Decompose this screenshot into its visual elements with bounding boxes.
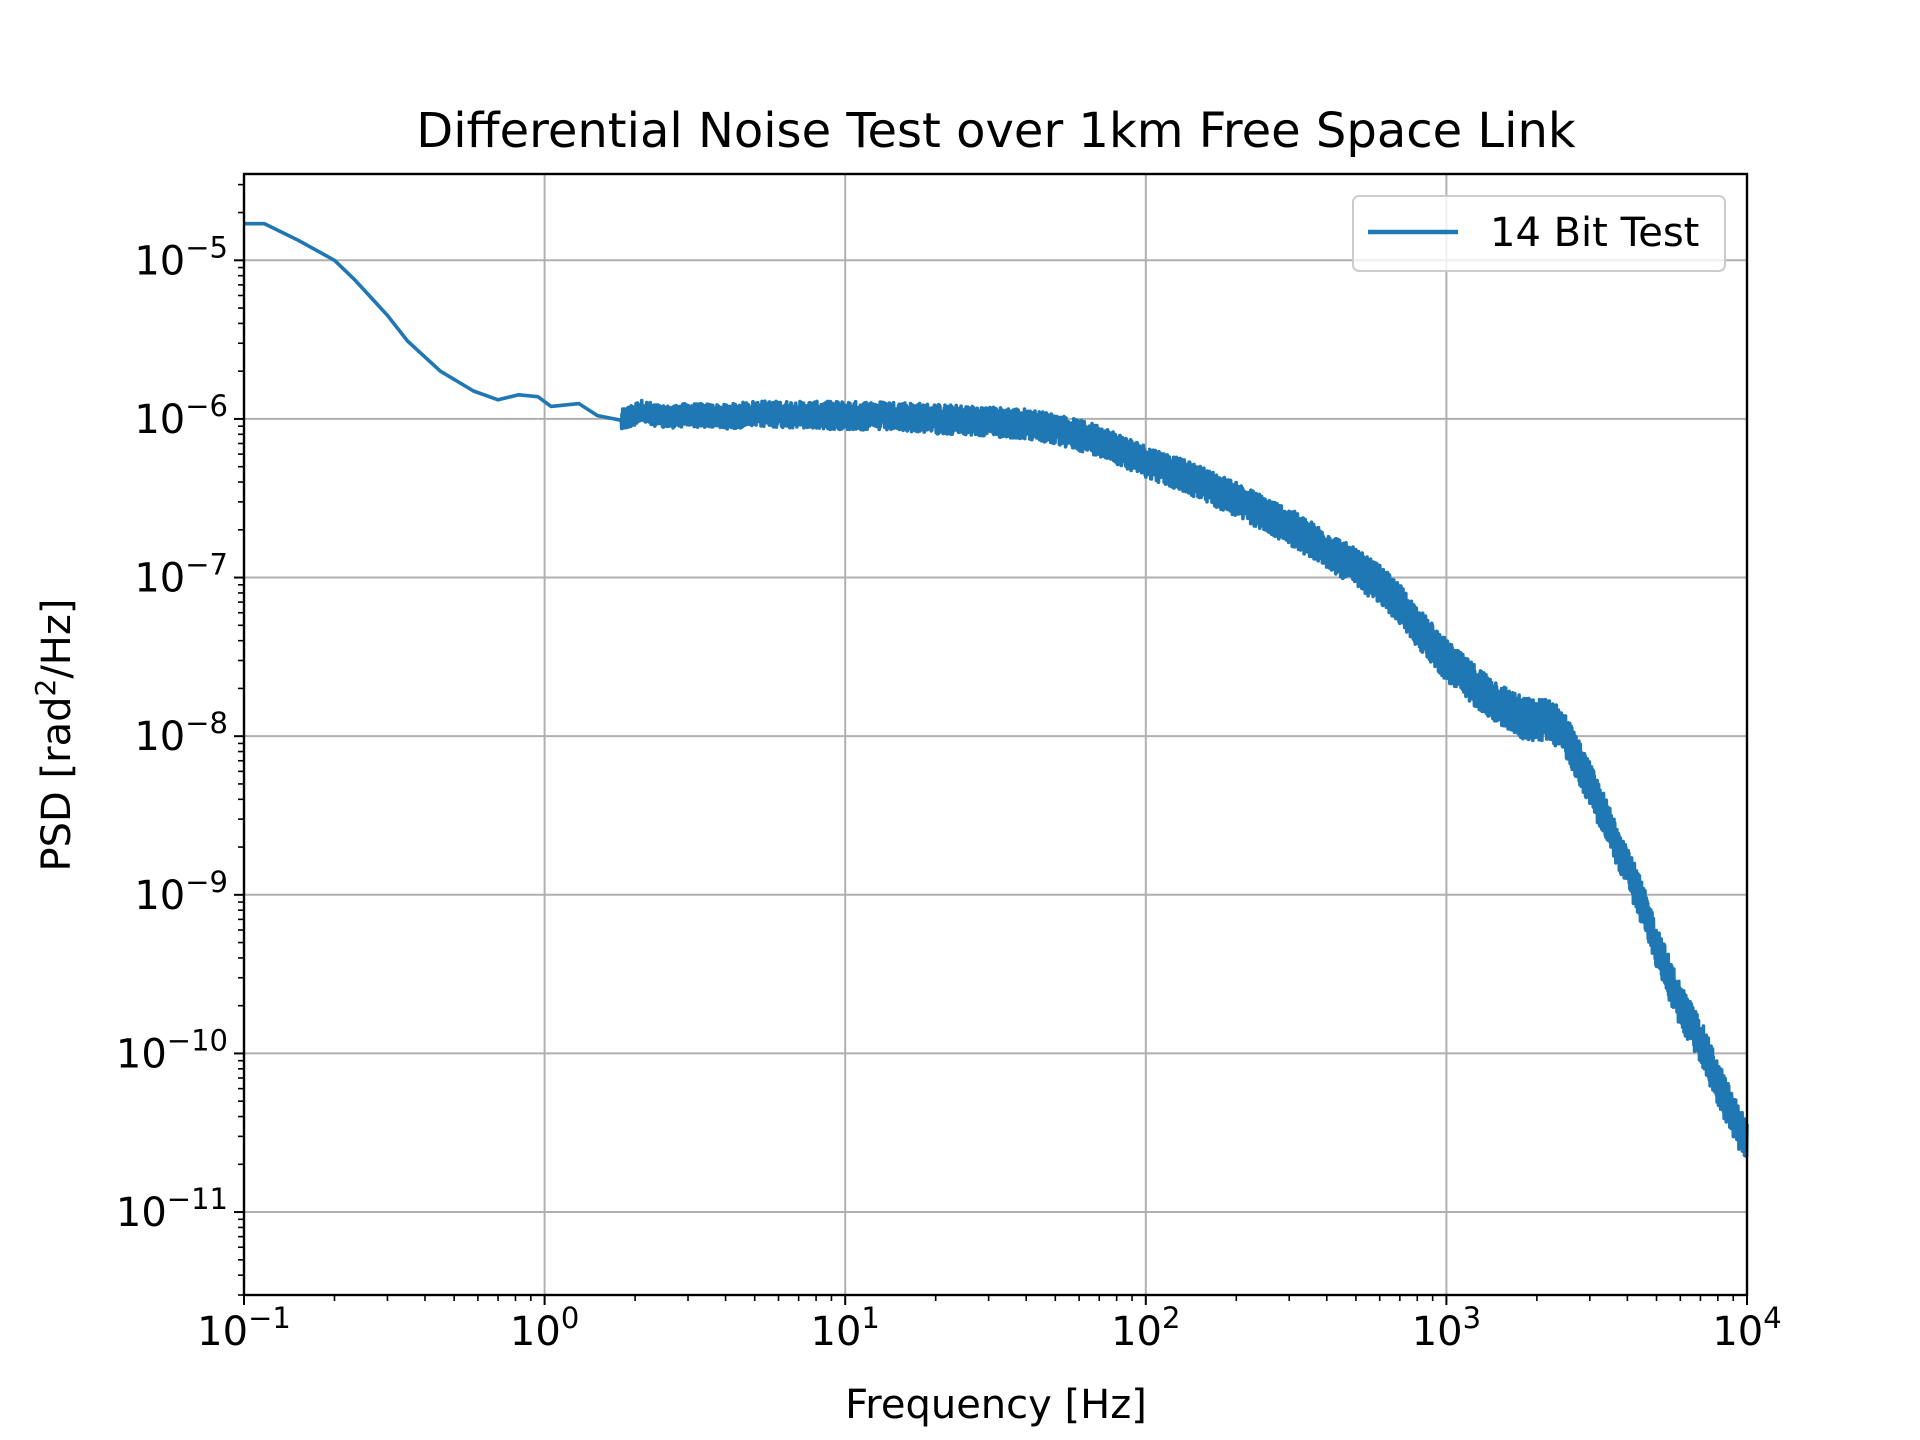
x-tick-label: 103 [1412,1301,1481,1355]
x-tick-label-exponent: 0 [561,1301,579,1335]
y-tick-label-base: 10 [134,397,185,443]
x-tick-label: 104 [1712,1301,1781,1355]
legend-box [1352,195,1726,272]
x-tick-label-exponent: 3 [1463,1301,1481,1335]
y-tick-label-exponent: −8 [185,706,228,740]
legend: 14 Bit Test [1352,195,1726,272]
y-tick-label-base: 10 [134,873,185,919]
x-axis-label: Frequency [Hz] [845,1382,1147,1428]
x-tick-label: 102 [1111,1301,1180,1355]
y-tick-label-exponent: −5 [185,230,228,264]
y-tick-label-base: 10 [134,238,185,284]
y-tick-label-exponent: −7 [185,548,228,582]
y-tick-label-base: 10 [134,556,185,602]
x-tick-label-base: 10 [510,1309,561,1355]
x-tick-label-base: 10 [1712,1309,1763,1355]
tick-marks [234,183,1748,1305]
x-tick-label-base: 10 [197,1309,248,1355]
y-tick-label: 10−10 [116,1023,228,1077]
x-tick-label-exponent: 2 [1162,1301,1180,1335]
x-tick-label-exponent: 1 [861,1301,879,1335]
y-tick-label: 10−7 [134,548,228,602]
x-tick-label: 10−1 [197,1301,291,1355]
y-tick-label: 10−11 [116,1182,228,1236]
chart-title: Differential Noise Test over 1km Free Sp… [416,103,1576,159]
y-tick-label: 10−6 [134,389,228,443]
y-tick-label-exponent: −9 [185,865,228,899]
y-axis-label: PSD [rad2/Hz] [29,599,80,872]
x-tick-label: 101 [811,1301,880,1355]
plot-frame [242,172,1749,1297]
y-tick-label-exponent: −10 [167,1023,228,1057]
legend-label-14-bit-test: 14 Bit Test [1490,210,1699,256]
y-tick-label: 10−5 [134,230,228,284]
y-tick-label-base: 10 [116,1190,167,1236]
y-tick-label-exponent: −6 [185,389,228,423]
data-series [244,221,1749,1158]
y-axis-label-prefix: PSD [rad [34,697,80,872]
y-tick-label: 10−8 [134,706,228,760]
y-tick-label-base: 10 [134,714,185,760]
x-tick-label-base: 10 [1111,1309,1162,1355]
y-tick-label: 10−9 [134,865,228,919]
y-axis-label-suffix: /Hz] [34,599,80,679]
y-tick-label-exponent: −11 [167,1182,228,1216]
x-tick-label-base: 10 [811,1309,862,1355]
plot-area [244,174,1747,1295]
x-tick-label: 100 [510,1301,579,1355]
tick-labels: 10−1 100 101 102 103 10410−510−610−710−810−91… [116,230,1782,1355]
y-axis-label-superscript: 2 [29,679,62,697]
series-line-14-bit-test [244,221,1749,1158]
x-tick-label-exponent: 4 [1763,1301,1781,1335]
x-tick-label-base: 10 [1412,1309,1463,1355]
y-tick-label-base: 10 [116,1031,167,1077]
x-tick-label-exponent: −1 [248,1301,291,1335]
